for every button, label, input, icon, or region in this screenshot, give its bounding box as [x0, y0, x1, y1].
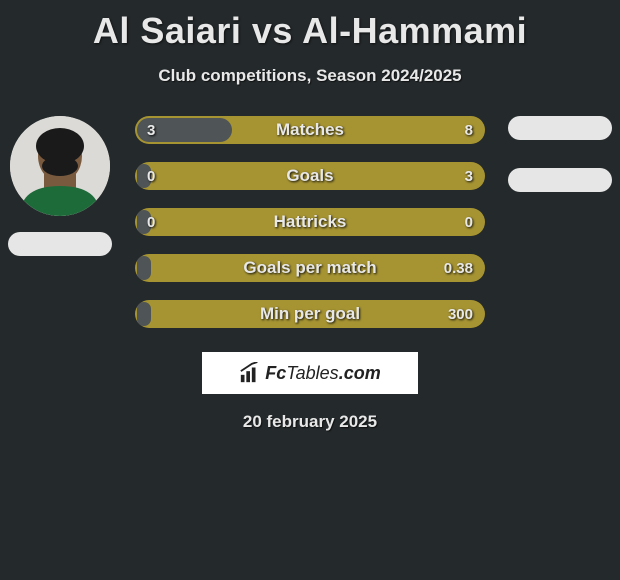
- subtitle: Club competitions, Season 2024/2025: [0, 66, 620, 86]
- stat-right-value: 8: [465, 122, 473, 139]
- stat-bar-inner: [137, 302, 151, 326]
- page-title: Al Saiari vs Al-Hammami: [0, 0, 620, 52]
- stat-label: Min per goal: [135, 304, 485, 324]
- stat-bar-inner: [137, 256, 151, 280]
- stat-bars: 3Matches80Goals30Hattricks0Goals per mat…: [135, 116, 485, 328]
- player-right-name-pill-2: [508, 168, 612, 192]
- logo-bold: Fc: [265, 363, 286, 383]
- logo-light: Tables: [286, 363, 338, 383]
- comparison-area: 3Matches80Goals30Hattricks0Goals per mat…: [0, 116, 620, 328]
- stat-row: Min per goal300: [135, 300, 485, 328]
- logo-suffix: .com: [339, 363, 381, 383]
- player-right-name-pill-1: [508, 116, 612, 140]
- logo-text: FcTables.com: [265, 363, 380, 384]
- stat-row: 0Goals3: [135, 162, 485, 190]
- stat-right-value: 300: [448, 306, 473, 323]
- stat-label: Hattricks: [135, 212, 485, 232]
- stat-bar-inner: [137, 164, 151, 188]
- stat-right-value: 0: [465, 214, 473, 231]
- stat-bar-inner: [137, 118, 232, 142]
- logo-box: FcTables.com: [202, 352, 418, 394]
- stat-row: 3Matches8: [135, 116, 485, 144]
- player-left-column: [0, 116, 120, 256]
- stat-right-value: 0.38: [444, 260, 473, 277]
- date-line: 20 february 2025: [0, 412, 620, 432]
- stat-bar-inner: [137, 210, 151, 234]
- stat-label: Goals per match: [135, 258, 485, 278]
- stat-label: Goals: [135, 166, 485, 186]
- avatar-photo-icon: [10, 116, 110, 216]
- stat-row: Goals per match0.38: [135, 254, 485, 282]
- stat-right-value: 3: [465, 168, 473, 185]
- stat-row: 0Hattricks0: [135, 208, 485, 236]
- bar-chart-icon: [239, 362, 261, 384]
- player-left-avatar: [10, 116, 110, 216]
- player-right-column: [500, 116, 620, 192]
- player-left-name-pill: [8, 232, 112, 256]
